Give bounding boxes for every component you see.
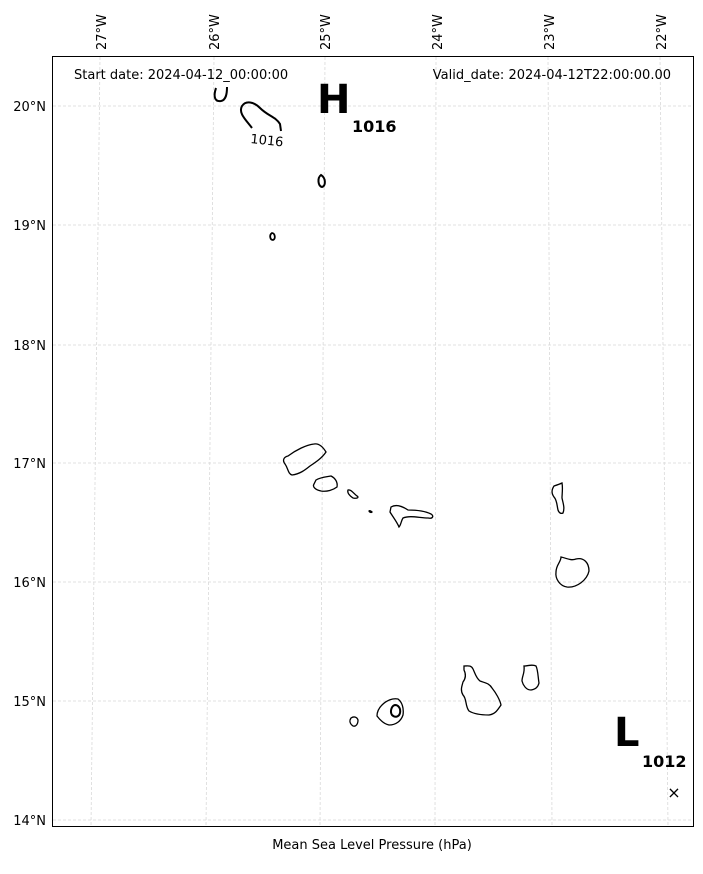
island-brava xyxy=(349,716,359,727)
island-sal xyxy=(551,482,565,515)
lon-tick-23w: 23°W xyxy=(543,14,558,50)
low-pressure-letter: L xyxy=(614,710,640,756)
lat-tick-15n: 15°N xyxy=(13,695,46,710)
isobar-loop-fogo xyxy=(390,703,402,718)
gridline-lon-22 xyxy=(659,56,669,827)
lat-tick-20n: 20°N xyxy=(13,100,46,115)
island-raso xyxy=(368,510,373,514)
graticule xyxy=(53,56,693,827)
lon-tick-labels: 27°W 26°W 25°W 24°W 23°W 22°W xyxy=(95,14,670,50)
pressure-centers: H 1016 L 1012 xyxy=(317,77,687,771)
x-axis-label: Mean Sea Level Pressure (hPa) xyxy=(272,838,472,853)
lon-tick-24w: 24°W xyxy=(431,14,446,50)
lon-tick-25w: 25°W xyxy=(319,14,334,50)
lon-tick-26w: 26°W xyxy=(208,14,223,50)
high-pressure-letter: H xyxy=(317,77,350,123)
lat-tick-16n: 16°N xyxy=(13,576,46,591)
island-maio xyxy=(521,664,540,691)
isobar-loop-d xyxy=(269,232,276,241)
isobar-fragment-a xyxy=(213,86,228,103)
start-date-label: Start date: 2024-04-12_00:00:00 xyxy=(74,68,288,83)
contour-label-1016: 1016 xyxy=(250,132,284,150)
gridline-lon-25 xyxy=(319,56,326,827)
gridline-lon-24 xyxy=(434,56,437,827)
gridline-lon-23 xyxy=(547,56,553,827)
low-center-marker: × xyxy=(667,783,680,802)
island-santa-luzia xyxy=(347,489,359,499)
island-fogo xyxy=(376,698,404,726)
lat-tick-14n: 14°N xyxy=(13,814,46,829)
lat-tick-labels: 20°N 19°N 18°N 17°N 16°N 15°N 14°N xyxy=(13,100,46,829)
low-pressure-value: 1012 xyxy=(642,752,687,771)
gridline-lon-26 xyxy=(205,56,215,827)
valid-date-label: Valid_date: 2024-04-12T22:00:00.00 xyxy=(433,68,671,83)
lat-tick-17n: 17°N xyxy=(13,457,46,472)
island-sao-nicolau xyxy=(389,504,434,529)
island-santiago xyxy=(460,665,502,716)
lon-tick-22w: 22°W xyxy=(655,14,670,50)
isobar-fragment-b xyxy=(240,101,282,132)
lat-tick-19n: 19°N xyxy=(13,219,46,234)
gridline-lon-27 xyxy=(90,56,101,827)
isobar-loop-c xyxy=(317,173,326,189)
lat-tick-18n: 18°N xyxy=(13,339,46,354)
island-boa-vista xyxy=(555,556,590,588)
island-sao-vicente xyxy=(312,475,338,492)
isobar-contours xyxy=(213,86,326,241)
map-frame xyxy=(52,56,694,827)
high-pressure-value: 1016 xyxy=(352,117,397,136)
lon-tick-27w: 27°W xyxy=(95,14,110,50)
island-santo-antao xyxy=(282,443,327,476)
coastlines xyxy=(282,443,590,727)
